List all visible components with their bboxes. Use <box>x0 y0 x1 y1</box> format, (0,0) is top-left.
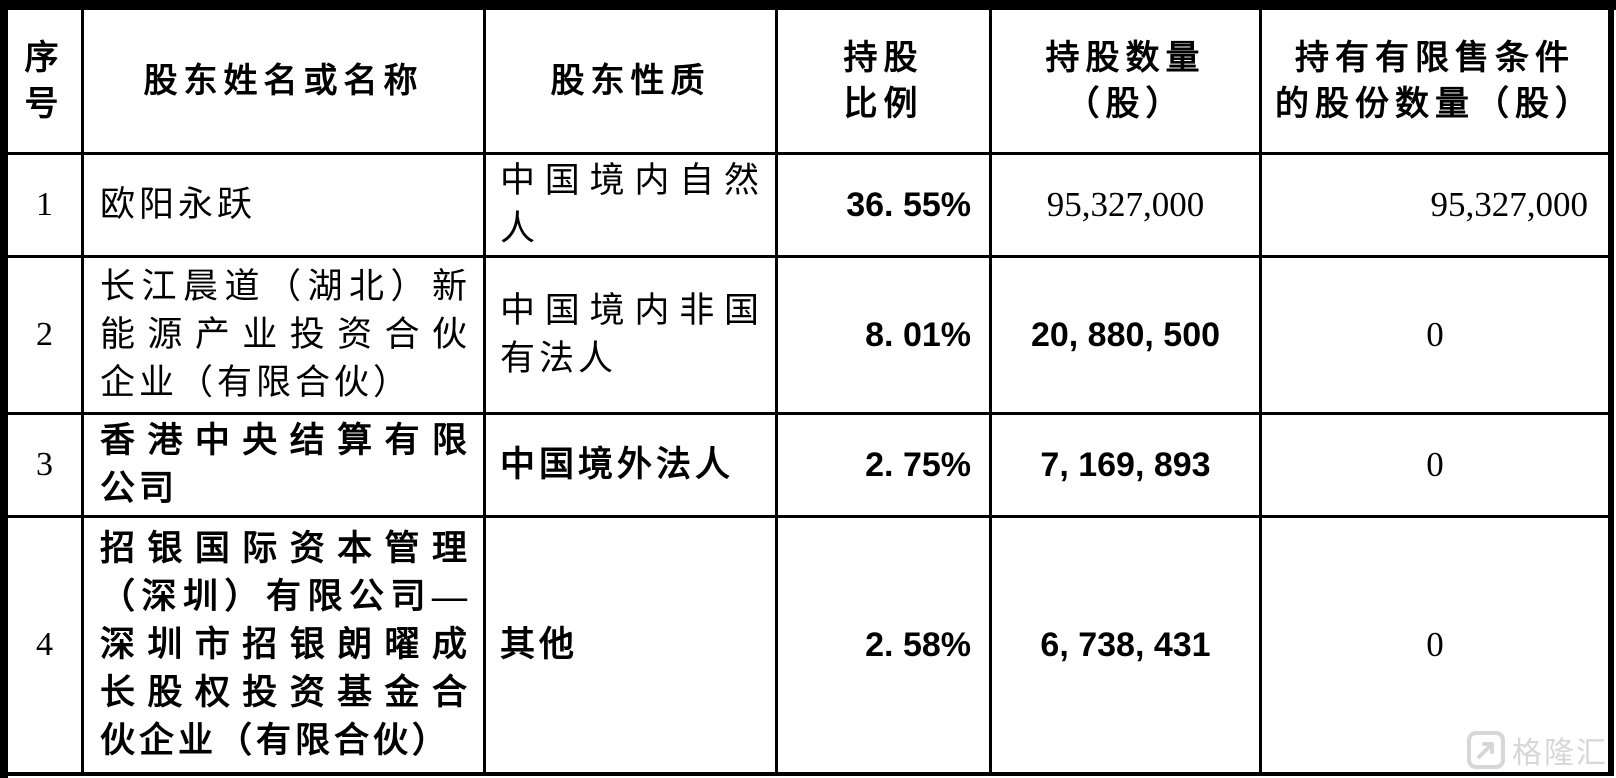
cell-r1-name: 欧阳永跃 <box>84 155 486 258</box>
cell-r4-name: 招银国际资本管理 （深圳）有限公司— 深圳市招银朗曜成 长股权投资基金合 伙企业（有限合… <box>84 518 486 772</box>
brand-watermark: 格隆汇 <box>1466 728 1608 772</box>
cell-r2-shares: 20, 880, 500 <box>992 258 1262 415</box>
col-header-nature: 股东性质 <box>486 10 778 155</box>
brand-watermark-text: 格隆汇 <box>1512 737 1608 770</box>
cell-r3-shares: 7, 169, 893 <box>992 415 1262 518</box>
cell-r3-index: 3 <box>8 415 84 518</box>
scan-edge-top <box>0 0 1616 10</box>
cell-r4-nature: 其他 <box>486 518 778 772</box>
cell-r4-restricted: 0 <box>1426 625 1444 664</box>
col-header-shares: 持股数量 （股） <box>992 10 1262 155</box>
cell-r2-ratio: 8. 01% <box>778 258 992 415</box>
cell-r2-name: 长江晨道（湖北）新 能源产业投资合伙 企业（有限合伙） <box>84 258 486 415</box>
cell-r1-nature: 中国境内自然人 <box>486 155 778 258</box>
cell-r4-index: 4 <box>8 518 84 772</box>
col-header-index: 序 号 <box>8 10 84 155</box>
cell-r3-name: 香港中央结算有限 公司 <box>84 415 486 518</box>
col-header-name: 股东姓名或名称 <box>84 10 486 155</box>
cell-r3-restricted: 0 <box>1262 415 1608 518</box>
cell-r3-nature: 中国境外法人 <box>486 415 778 518</box>
cell-r1-ratio: 36. 55% <box>778 155 992 258</box>
cell-r1-shares: 95,327,000 <box>992 155 1262 258</box>
cell-r2-index: 2 <box>8 258 84 415</box>
cell-r1-index: 1 <box>8 155 84 258</box>
cell-r2-nature: 中国境内非国 有法人 <box>486 258 778 415</box>
gelonghui-logo-icon <box>1467 731 1505 769</box>
shareholders-grid: 序 号 股东姓名或名称 股东性质 持股 比例 持股数量 （股） 持有有限售条件 … <box>8 10 1608 772</box>
cell-r2-restricted: 0 <box>1262 258 1608 415</box>
col-header-ratio: 持股 比例 <box>778 10 992 155</box>
scan-edge-left <box>0 0 8 778</box>
cell-r3-ratio: 2. 75% <box>778 415 992 518</box>
cell-r1-restricted: 95,327,000 <box>1262 155 1608 258</box>
shareholders-table: 序 号 股东姓名或名称 股东性质 持股 比例 持股数量 （股） 持有有限售条件 … <box>8 10 1614 776</box>
cell-r4-ratio: 2. 58% <box>778 518 992 772</box>
cell-r4-shares: 6, 738, 431 <box>992 518 1262 772</box>
col-header-restricted: 持有有限售条件 的股份数量（股） <box>1262 10 1608 155</box>
